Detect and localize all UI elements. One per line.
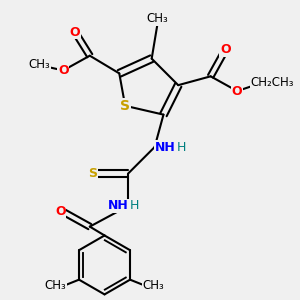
Text: S: S [88, 167, 97, 180]
Text: CH₃: CH₃ [45, 279, 66, 292]
Text: S: S [120, 99, 130, 113]
Text: H: H [176, 141, 186, 154]
Text: CH₂CH₃: CH₂CH₃ [251, 76, 294, 89]
Text: O: O [220, 43, 231, 56]
Text: O: O [232, 85, 242, 98]
Text: NH: NH [107, 200, 128, 212]
Text: CH₃: CH₃ [29, 58, 51, 71]
Text: O: O [55, 206, 66, 218]
Text: O: O [58, 64, 69, 77]
Text: H: H [129, 200, 139, 212]
Text: O: O [70, 26, 80, 39]
Text: CH₃: CH₃ [147, 12, 169, 26]
Text: CH₃: CH₃ [143, 279, 164, 292]
Text: NH: NH [154, 141, 175, 154]
